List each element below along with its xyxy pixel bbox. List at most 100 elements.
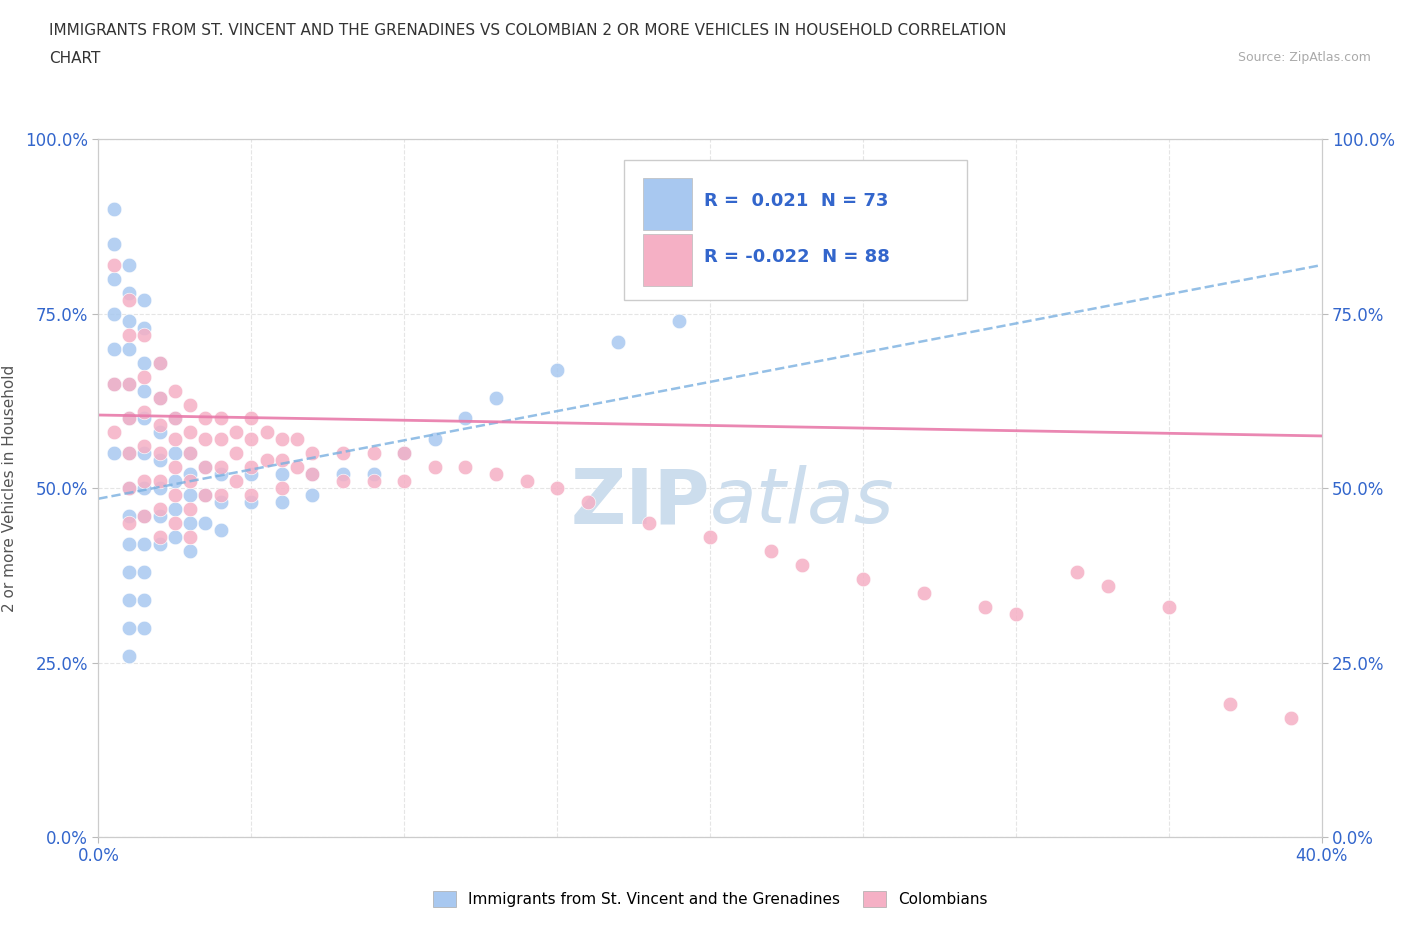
Point (423, 460, 446, 474)
Point (179, 488, 201, 503)
Point (1279, 711, 1302, 725)
Point (118, 565, 141, 579)
Point (209, 432, 232, 447)
Text: IMMIGRANTS FROM ST. VINCENT AND THE GRENADINES VS COLOMBIAN 2 OR MORE VEHICLES I: IMMIGRANTS FROM ST. VINCENT AND THE GREN… (49, 23, 1007, 38)
Point (149, 355, 172, 370)
Point (209, 523, 232, 538)
Point (134, 565, 156, 579)
Point (194, 460, 217, 474)
Point (118, 327, 141, 342)
Text: atlas: atlas (710, 465, 894, 539)
Point (103, 237, 125, 252)
Point (1219, 698, 1241, 712)
Point (118, 376, 141, 391)
Point (759, 543, 782, 558)
Point (134, 383, 156, 398)
Point (118, 481, 141, 496)
FancyBboxPatch shape (643, 178, 692, 231)
Point (1004, 606, 1026, 621)
Point (149, 530, 172, 545)
Text: CHART: CHART (49, 51, 101, 66)
Point (912, 586, 935, 601)
Point (163, 411, 186, 426)
Point (516, 474, 538, 489)
Y-axis label: 2 or more Vehicles in Household: 2 or more Vehicles in Household (1, 365, 17, 612)
Point (163, 383, 186, 398)
Point (118, 648, 141, 663)
Point (607, 334, 630, 349)
Point (134, 537, 156, 551)
Point (301, 488, 323, 503)
Point (134, 509, 156, 524)
Point (134, 592, 156, 607)
Point (194, 411, 217, 426)
Point (209, 460, 232, 474)
Point (209, 488, 232, 503)
Point (240, 495, 263, 510)
Point (118, 293, 141, 308)
Point (149, 391, 172, 405)
Point (163, 460, 186, 474)
Point (149, 355, 172, 370)
Point (149, 445, 172, 460)
Point (546, 481, 568, 496)
Text: R = -0.022  N = 88: R = -0.022 N = 88 (704, 247, 890, 266)
Point (240, 460, 263, 474)
Point (149, 509, 172, 524)
Point (285, 460, 308, 474)
Point (179, 502, 201, 517)
Point (363, 474, 385, 489)
Point (118, 481, 141, 496)
Point (118, 341, 141, 356)
Point (103, 445, 125, 460)
Point (194, 432, 217, 447)
Point (256, 425, 278, 440)
Point (134, 327, 156, 342)
Point (576, 495, 599, 510)
Point (118, 258, 141, 272)
Point (363, 467, 385, 482)
FancyBboxPatch shape (643, 233, 692, 286)
Point (240, 488, 263, 503)
Point (974, 600, 997, 615)
Point (118, 445, 141, 460)
Point (1097, 578, 1119, 593)
Point (134, 474, 156, 489)
Point (118, 537, 141, 551)
Point (270, 495, 292, 510)
Point (118, 376, 141, 391)
Point (118, 592, 141, 607)
Point (301, 467, 323, 482)
Point (392, 445, 416, 460)
Point (103, 425, 125, 440)
Point (149, 537, 172, 551)
Point (1157, 600, 1180, 615)
Point (103, 307, 125, 322)
Point (103, 341, 125, 356)
Point (118, 313, 141, 328)
Point (103, 376, 125, 391)
Point (699, 530, 721, 545)
Point (194, 488, 217, 503)
Point (179, 445, 201, 460)
Point (134, 320, 156, 336)
Point (454, 460, 477, 474)
Point (163, 432, 186, 447)
Point (134, 293, 156, 308)
Point (194, 515, 217, 530)
Point (149, 502, 172, 517)
Point (134, 369, 156, 384)
Text: Source: ZipAtlas.com: Source: ZipAtlas.com (1237, 51, 1371, 64)
Point (134, 439, 156, 454)
Text: ZIP: ZIP (571, 465, 710, 539)
Point (270, 453, 292, 468)
Point (103, 258, 125, 272)
Point (485, 467, 508, 482)
Point (163, 445, 186, 460)
Point (134, 355, 156, 370)
Point (134, 404, 156, 418)
Point (103, 202, 125, 217)
Point (301, 467, 323, 482)
Point (179, 530, 201, 545)
Point (454, 411, 477, 426)
